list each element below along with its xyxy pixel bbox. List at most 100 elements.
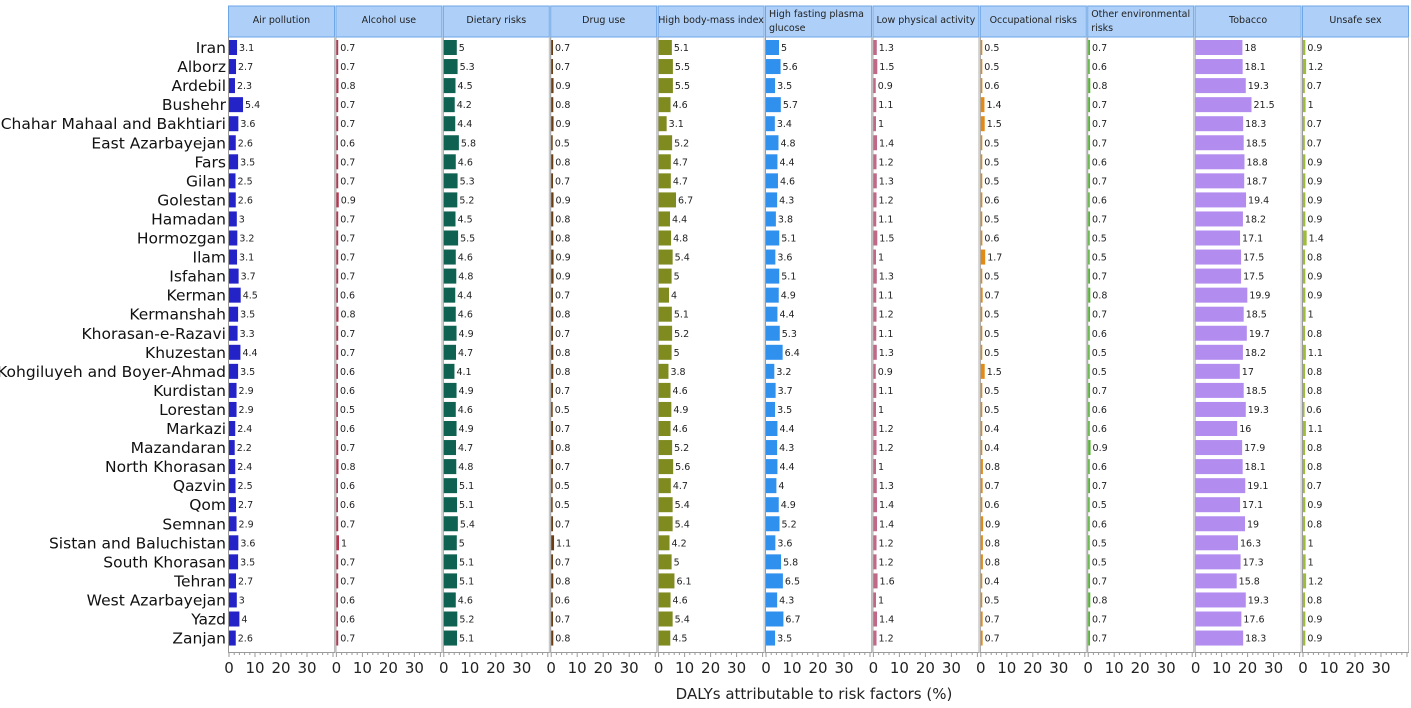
bar-tobacco-hormozgan: [1195, 230, 1241, 246]
x-tick-label-dietary-risks-0: 0: [439, 659, 449, 677]
value-label-air-pollution-kohgiluyeh-and-boyer-ahmad: 3.5: [240, 367, 255, 378]
value-label-alcohol-use-ilam: 0.7: [340, 253, 355, 264]
panel-header-low-physical-activity: [872, 5, 980, 38]
bar-alcohol-use-ilam: [336, 249, 339, 265]
value-label-tobacco-sistan-and-baluchistan: 16.3: [1240, 538, 1261, 549]
x-tick-label-occupational-risks-0: 0: [976, 659, 986, 677]
value-label-unsafe-sex-khuzestan: 1.1: [1308, 348, 1323, 359]
value-label-unsafe-sex-sistan-and-baluchistan: 1: [1308, 538, 1314, 549]
bar-alcohol-use-kerman: [336, 287, 338, 303]
bar-high-fasting-plasma-glucose-east-azarbayejan: [766, 135, 779, 151]
bar-high-fasting-plasma-glucose-alborz: [766, 59, 781, 75]
bar-air-pollution-qom: [229, 497, 237, 513]
value-label-tobacco-lorestan: 19.3: [1248, 405, 1269, 416]
bar-high-body-mass-index-bushehr: [658, 97, 671, 113]
value-label-drug-use-khuzestan: 0.8: [555, 348, 570, 359]
bar-high-fasting-plasma-glucose-khuzestan: [766, 344, 783, 360]
value-label-tobacco-alborz: 18.1: [1245, 62, 1266, 73]
value-label-other-environmental-risks-qazvin: 0.7: [1092, 481, 1107, 492]
value-label-low-physical-activity-fars: 1.2: [879, 157, 894, 168]
value-label-drug-use-markazi: 0.7: [555, 424, 570, 435]
bar-occupational-risks-kohgiluyeh-and-boyer-ahmad: [980, 363, 985, 379]
bar-unsafe-sex-sistan-and-baluchistan: [1303, 535, 1306, 551]
bar-tobacco-qazvin: [1195, 478, 1246, 494]
value-label-low-physical-activity-kermanshah: 1.2: [879, 310, 894, 321]
row-label-khorasan-e-razavi: Khorasan-e-Razavi: [81, 325, 226, 343]
value-label-other-environmental-risks-kohgiluyeh-and-boyer-ahmad: 0.5: [1092, 367, 1107, 378]
value-label-tobacco-kurdistan: 18.5: [1246, 386, 1267, 397]
value-label-tobacco-semnan: 19: [1247, 519, 1259, 530]
panel-header-text-tobacco: Tobacco: [1228, 15, 1267, 26]
value-label-air-pollution-south-khorasan: 3.5: [240, 557, 255, 568]
bar-occupational-risks-semnan: [980, 516, 984, 532]
value-label-occupational-risks-zanjan: 0.7: [985, 634, 1000, 645]
value-label-occupational-risks-yazd: 0.7: [985, 615, 1000, 626]
bar-other-environmental-risks-kohgiluyeh-and-boyer-ahmad: [1088, 363, 1090, 379]
value-label-occupational-risks-ilam: 1.7: [987, 253, 1002, 264]
value-label-high-body-mass-index-yazd: 5.4: [675, 615, 690, 626]
bar-low-physical-activity-south-khorasan: [873, 554, 877, 570]
value-label-alcohol-use-kermanshah: 0.8: [340, 310, 355, 321]
bar-high-body-mass-index-ardebil: [658, 78, 673, 94]
bar-alcohol-use-semnan: [336, 516, 339, 532]
value-label-high-fasting-plasma-glucose-bushehr: 5.7: [783, 100, 798, 111]
value-label-tobacco-yazd: 17.6: [1243, 615, 1264, 626]
value-label-alcohol-use-iran: 0.7: [340, 43, 355, 54]
bar-alcohol-use-kermanshah: [336, 306, 339, 322]
x-tick-label-occupational-risks-20: 20: [1023, 659, 1042, 677]
row-label-yazd: Yazd: [190, 611, 226, 629]
bar-occupational-risks-qom: [980, 497, 983, 513]
value-label-tobacco-fars: 18.8: [1246, 157, 1267, 168]
bar-drug-use-iran: [551, 40, 554, 55]
value-label-alcohol-use-south-khorasan: 0.7: [340, 557, 355, 568]
value-label-air-pollution-ilam: 3.1: [239, 253, 254, 264]
bar-high-body-mass-index-qom: [658, 497, 673, 513]
bar-low-physical-activity-tehran: [873, 573, 878, 589]
bar-dietary-risks-khuzestan: [443, 344, 457, 360]
value-label-dietary-risks-kurdistan: 4.9: [459, 386, 474, 397]
x-tick-label-dietary-risks-10: 10: [460, 659, 479, 677]
value-label-unsafe-sex-east-azarbayejan: 0.7: [1307, 138, 1322, 149]
bar-high-body-mass-index-kohgiluyeh-and-boyer-ahmad: [658, 363, 669, 379]
bar-alcohol-use-khuzestan: [336, 344, 339, 360]
x-tick-label-air-pollution-20: 20: [271, 659, 290, 677]
bar-tobacco-golestan: [1195, 192, 1247, 208]
bar-alcohol-use-zanjan: [336, 630, 339, 646]
x-tick-label-high-body-mass-index-0: 0: [654, 659, 664, 677]
bar-unsafe-sex-kerman: [1303, 287, 1306, 303]
bar-other-environmental-risks-south-khorasan: [1088, 554, 1090, 570]
bar-drug-use-north-khorasan: [551, 459, 554, 475]
value-label-alcohol-use-mazandaran: 0.7: [340, 443, 355, 454]
value-label-air-pollution-gilan: 2.5: [238, 176, 253, 187]
bar-drug-use-ilam: [551, 249, 554, 265]
value-label-dietary-risks-kohgiluyeh-and-boyer-ahmad: 4.1: [456, 367, 471, 378]
value-label-high-body-mass-index-chahar-mahaal-and-bakhtiari: 3.1: [669, 119, 684, 130]
value-label-high-fasting-plasma-glucose-iran: 5: [781, 43, 787, 54]
bar-high-body-mass-index-north-khorasan: [658, 459, 674, 475]
x-tick-label-high-body-mass-index-30: 30: [727, 659, 746, 677]
bar-tobacco-semnan: [1195, 516, 1245, 532]
bar-tobacco-iran: [1195, 40, 1243, 55]
bar-low-physical-activity-golestan: [873, 192, 877, 208]
bar-high-fasting-plasma-glucose-semnan: [766, 516, 780, 532]
bar-drug-use-bushehr: [551, 97, 554, 113]
bar-high-fasting-plasma-glucose-yazd: [766, 611, 784, 627]
bar-high-body-mass-index-markazi: [658, 421, 671, 436]
value-label-unsafe-sex-khorasan-e-razavi: 0.8: [1307, 329, 1322, 340]
value-label-air-pollution-kurdistan: 2.9: [239, 386, 254, 397]
value-label-dietary-risks-qom: 5.1: [459, 500, 474, 511]
bar-unsafe-sex-semnan: [1303, 516, 1306, 532]
bar-unsafe-sex-ardebil: [1303, 78, 1305, 94]
bar-unsafe-sex-kohgiluyeh-and-boyer-ahmad: [1303, 363, 1306, 379]
x-tick-label-alcohol-use-20: 20: [379, 659, 398, 677]
value-label-unsafe-sex-chahar-mahaal-and-bakhtiari: 0.7: [1307, 119, 1322, 130]
panel-header-text-other-environmental-risks: risks: [1091, 23, 1113, 34]
row-label-mazandaran: Mazandaran: [131, 439, 226, 457]
bar-air-pollution-khorasan-e-razavi: [229, 325, 238, 341]
panel-header-text-air-pollution: Air pollution: [253, 15, 310, 26]
bar-other-environmental-risks-golestan: [1088, 192, 1090, 208]
value-label-other-environmental-risks-iran: 0.7: [1092, 43, 1107, 54]
bar-air-pollution-qazvin: [229, 478, 236, 494]
value-label-air-pollution-north-khorasan: 2.4: [237, 462, 252, 473]
value-label-unsafe-sex-south-khorasan: 1: [1308, 557, 1314, 568]
